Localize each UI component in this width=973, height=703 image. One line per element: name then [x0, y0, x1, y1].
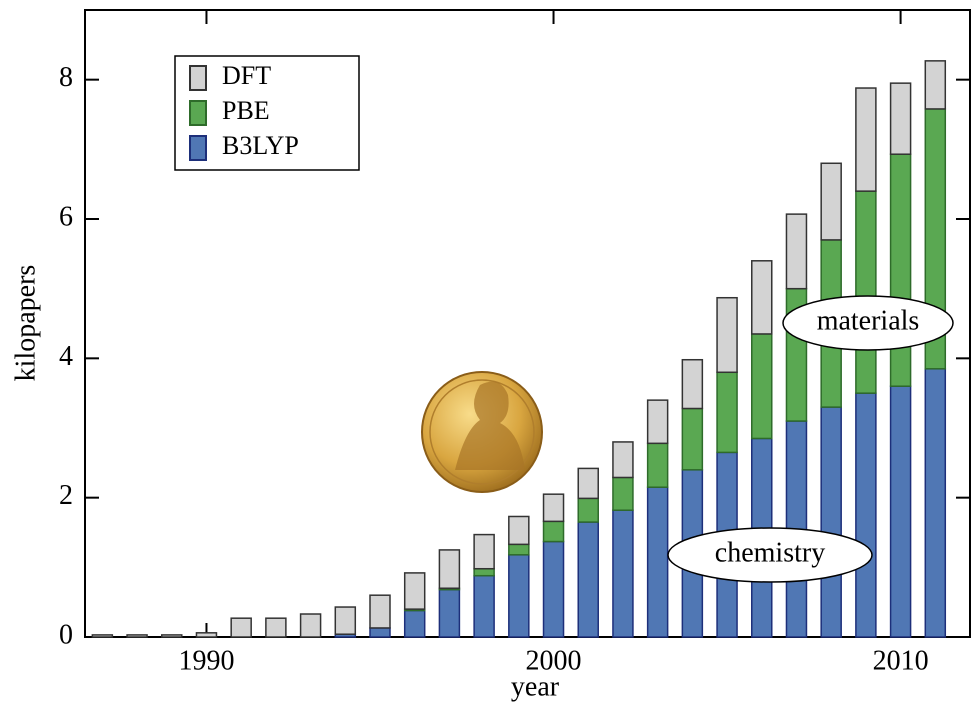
bar-segment	[231, 618, 251, 637]
bar-segment	[474, 569, 494, 576]
bar-segment	[474, 535, 494, 569]
bar-segment	[682, 360, 702, 409]
x-tick-label: 2000	[526, 645, 582, 676]
bar-segment	[752, 334, 772, 439]
bar-segment	[370, 595, 390, 628]
bar-segment	[891, 154, 911, 386]
bar-segment	[925, 369, 945, 637]
chart: year kilopapers 02468199020002010DFTPBEB…	[0, 0, 973, 703]
bar-segment	[717, 372, 737, 452]
medal	[422, 372, 542, 492]
bar-segment	[821, 163, 841, 240]
legend-label: B3LYP	[222, 131, 299, 160]
bar-segment	[474, 576, 494, 637]
bar-segment	[648, 487, 668, 637]
y-tick-label: 6	[59, 201, 73, 232]
bar-segment	[786, 214, 806, 289]
bar-segment	[509, 516, 529, 544]
bar-segment	[544, 542, 564, 637]
bar-segment	[613, 477, 633, 510]
bar-segment	[439, 550, 459, 588]
bar-segment	[856, 393, 876, 637]
bar-segment	[127, 635, 147, 637]
x-tick-label: 2010	[873, 645, 929, 676]
bar-segment	[856, 88, 876, 191]
bar-segment	[335, 607, 355, 634]
bar-segment	[717, 298, 737, 373]
bar-segment	[405, 611, 425, 637]
y-tick-label: 2	[59, 480, 73, 511]
bar-segment	[891, 386, 911, 637]
bar-segment	[405, 573, 425, 609]
bar-segment	[925, 61, 945, 109]
y-tick-label: 8	[59, 62, 73, 93]
bar-segment	[544, 521, 564, 541]
bar-segment	[821, 407, 841, 637]
annotation: materials	[817, 305, 920, 336]
legend-swatch	[190, 136, 206, 160]
bar-segment	[648, 400, 668, 443]
bar-segment	[370, 628, 390, 637]
y-tick-label: 4	[59, 341, 73, 372]
bar-segment	[509, 555, 529, 637]
bar-segment	[613, 510, 633, 637]
bar-segment	[856, 191, 876, 393]
bar-segment	[578, 498, 598, 522]
y-axis-title: kilopapers	[10, 265, 41, 382]
bar-segment	[752, 261, 772, 334]
annotation: chemistry	[715, 537, 825, 568]
bar-segment	[266, 618, 286, 637]
bar-segment	[578, 522, 598, 637]
legend-swatch	[190, 66, 206, 90]
bar-segment	[196, 633, 216, 637]
x-tick-label: 1990	[178, 645, 234, 676]
bar-segment	[92, 635, 112, 637]
bar-segment	[578, 468, 598, 498]
legend-label: PBE	[222, 96, 270, 125]
y-tick-label: 0	[59, 619, 73, 650]
bar-segment	[509, 544, 529, 554]
bar-segment	[301, 614, 321, 637]
bar-segment	[682, 408, 702, 469]
bar-segment	[544, 494, 564, 521]
legend-label: DFT	[222, 61, 271, 90]
bar-segment	[613, 442, 633, 478]
bar-segment	[439, 590, 459, 637]
legend-swatch	[190, 101, 206, 125]
bar-segment	[162, 635, 182, 637]
bar-segment	[648, 443, 668, 487]
bar-segment	[891, 83, 911, 154]
